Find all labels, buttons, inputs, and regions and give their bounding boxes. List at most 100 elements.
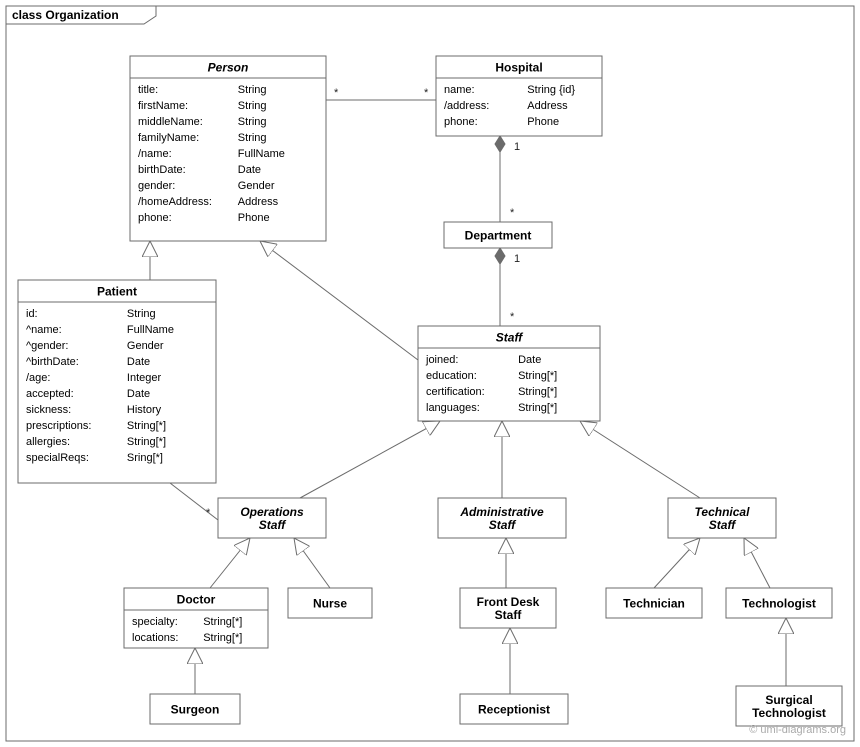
attr-name: familyName: <box>138 132 199 144</box>
frame-label: class Organization <box>12 8 119 22</box>
class-Hospital: Hospital name: String {id} /address: Address… <box>436 56 602 136</box>
attr-name: id: <box>26 308 38 320</box>
class-title: Nurse <box>313 597 347 611</box>
class-title: Staff <box>496 331 523 345</box>
class-title: Department <box>465 229 532 243</box>
attr-name: /age: <box>26 372 50 384</box>
attr-type: String[*] <box>518 402 557 414</box>
attr-name: ^birthDate: <box>26 356 79 368</box>
attr-name: /address: <box>444 100 489 112</box>
class-title: Hospital <box>495 61 542 75</box>
attr-type: Date <box>127 356 150 368</box>
attr-type: String <box>127 308 156 320</box>
attr-name: /homeAddress: <box>138 196 212 208</box>
attr-type: Sring[*] <box>127 452 163 464</box>
class-title: Technologist <box>752 706 826 720</box>
class-title: Surgeon <box>171 703 220 717</box>
attr-type: Phone <box>238 212 270 224</box>
attr-type: History <box>127 404 162 416</box>
class-title: Technical <box>695 505 751 519</box>
class-Nurse: Nurse <box>288 588 372 618</box>
class-title: Staff <box>489 518 516 532</box>
attr-type: FullName <box>238 148 285 160</box>
attr-type: Date <box>238 164 261 176</box>
class-title: Surgical <box>765 693 812 707</box>
multiplicity: * <box>510 207 515 219</box>
attr-type: String[*] <box>127 420 166 432</box>
attr-type: String[*] <box>127 436 166 448</box>
attr-name: languages: <box>426 402 480 414</box>
class-title: Staff <box>709 518 736 532</box>
attr-name: name: <box>444 84 475 96</box>
attr-name: title: <box>138 84 158 96</box>
attr-type: String <box>238 116 267 128</box>
attr-name: middleName: <box>138 116 203 128</box>
attr-type: String[*] <box>203 632 242 644</box>
multiplicity: * <box>424 87 429 99</box>
class-Doctor: Doctor specialty: String[*] locations: Strin… <box>124 588 268 648</box>
multiplicity: 1 <box>514 253 520 265</box>
attr-type: String <box>238 100 267 112</box>
attr-type: Gender <box>238 180 275 192</box>
attr-type: String <box>238 84 267 96</box>
attr-type: Date <box>127 388 150 400</box>
attr-type: String[*] <box>518 386 557 398</box>
attr-type: Integer <box>127 372 162 384</box>
class-title: Patient <box>97 285 137 299</box>
class-title: Technologist <box>742 597 816 611</box>
class-title: Person <box>208 61 249 75</box>
attr-name: /name: <box>138 148 172 160</box>
class-title: Technician <box>623 597 685 611</box>
class-SurgTech: SurgicalTechnologist <box>736 686 842 726</box>
attr-name: specialty: <box>132 616 178 628</box>
multiplicity: * <box>510 311 515 323</box>
class-title: Doctor <box>177 593 216 607</box>
attr-name: birthDate: <box>138 164 186 176</box>
attr-name: education: <box>426 370 477 382</box>
class-Person: Persontitle:StringfirstName:Stringmiddle… <box>130 56 326 241</box>
attr-type: Date <box>518 354 541 366</box>
attr-type: Phone <box>527 116 559 128</box>
class-TechStaff: TechnicalStaff <box>668 498 776 538</box>
attr-type: Address <box>527 100 568 112</box>
class-Department: Department <box>444 222 552 248</box>
class-OpsStaff: OperationsStaff <box>218 498 326 538</box>
attr-name: specialReqs: <box>26 452 89 464</box>
multiplicity: * <box>206 507 211 519</box>
attr-type: String[*] <box>203 616 242 628</box>
class-title: Staff <box>495 608 523 622</box>
attr-name: joined: <box>425 354 458 366</box>
multiplicity: 1 <box>514 141 520 153</box>
class-Staff: Staff joined: Date education: String[*] certi… <box>418 326 600 421</box>
class-title: Front Desk <box>477 595 540 609</box>
attr-name: sickness: <box>26 404 71 416</box>
attr-name: phone: <box>138 212 172 224</box>
attr-name: ^name: <box>26 324 62 336</box>
watermark: © uml-diagrams.org <box>749 724 846 736</box>
class-Patient: Patient id: String ^name: FullName ^gender: Ge… <box>18 280 216 483</box>
attr-name: phone: <box>444 116 478 128</box>
class-FrontDesk: Front DeskStaff <box>460 588 556 628</box>
class-title: Administrative <box>459 505 544 519</box>
attr-type: Address <box>238 196 279 208</box>
class-Technician: Technician <box>606 588 702 618</box>
attr-name: accepted: <box>26 388 74 400</box>
attr-name: allergies: <box>26 436 70 448</box>
class-title: Operations <box>240 505 304 519</box>
attr-type: FullName <box>127 324 174 336</box>
class-Receptionist: Receptionist <box>460 694 568 724</box>
attr-name: certification: <box>426 386 485 398</box>
attr-name: prescriptions: <box>26 420 91 432</box>
multiplicity: * <box>334 87 339 99</box>
class-title: Staff <box>259 518 286 532</box>
class-Technologist: Technologist <box>726 588 832 618</box>
attr-name: gender: <box>138 180 175 192</box>
class-AdminStaff: AdministrativeStaff <box>438 498 566 538</box>
attr-type: String <box>238 132 267 144</box>
attr-type: String {id} <box>527 84 575 96</box>
attr-type: Gender <box>127 340 164 352</box>
attr-name: ^gender: <box>26 340 68 352</box>
attr-name: locations: <box>132 632 178 644</box>
class-Surgeon: Surgeon <box>150 694 240 724</box>
uml-class-diagram: class Organization 1*1***** Persontitle:… <box>0 0 860 747</box>
